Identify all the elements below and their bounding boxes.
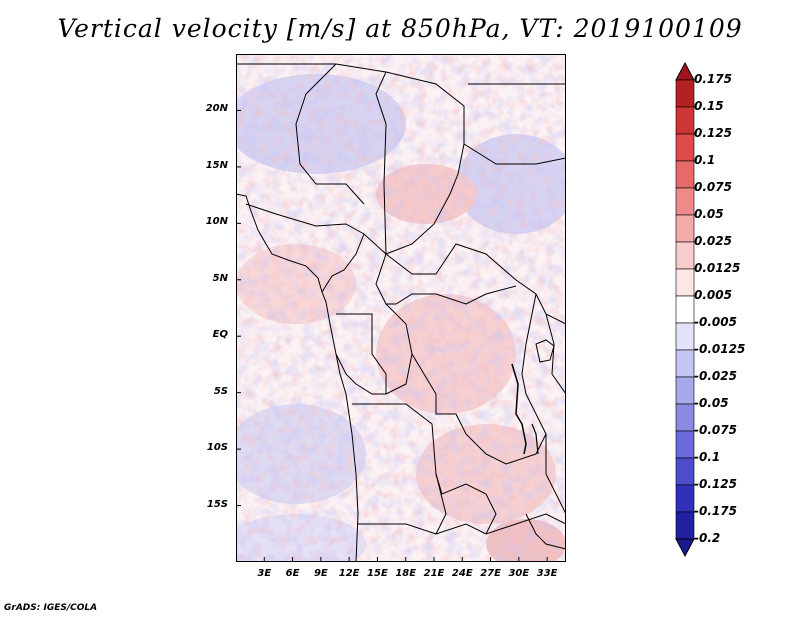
colorbar-segment <box>675 79 695 108</box>
longitude-label: 12E <box>338 568 360 579</box>
velocity-field-map <box>236 54 566 562</box>
latitude-label: 10S <box>206 442 228 454</box>
colorbar-segment <box>675 133 695 162</box>
colorbar-segment <box>675 511 695 540</box>
colorbar-segment <box>675 214 695 243</box>
longitude-label: 9E <box>313 568 328 579</box>
colorbar-segment <box>675 268 695 297</box>
longitude-label: 30E <box>508 568 530 579</box>
colorbar-tick-label: 0.075 <box>694 180 732 194</box>
colorbar-segment <box>675 322 695 351</box>
colorbar-tick-label: 0.05 <box>694 207 724 221</box>
latitude-label: 15S <box>206 498 228 510</box>
colorbar-bottom-arrow <box>675 538 695 557</box>
map-frame <box>236 54 566 562</box>
colorbar-segment <box>675 403 695 432</box>
longitude-label: 15E <box>367 568 388 579</box>
longitude-label: 21E <box>423 568 445 579</box>
colorbar-segment <box>675 430 695 459</box>
colorbar-tick-label: 0.005 <box>694 288 732 302</box>
longitude-label: 3E <box>257 568 272 579</box>
colorbar-tick-label: -0.125 <box>694 477 737 491</box>
map-title: Vertical velocity [m/s] at 850hPa, VT: 2… <box>57 14 743 43</box>
colorbar-segment <box>675 295 695 324</box>
colorbar-tick-label: 0.025 <box>694 234 732 248</box>
latitude-tick-marks <box>236 109 241 507</box>
country-borders <box>236 63 566 562</box>
colorbar-tick-label: -0.0125 <box>694 342 746 356</box>
colorbar-tick-label: 0.125 <box>694 126 732 140</box>
map-panel <box>236 54 566 562</box>
latitude-label: 10N <box>205 216 228 228</box>
colorbar-tick-label: 0.0125 <box>694 261 741 275</box>
longitude-label: 18E <box>395 568 417 579</box>
latitude-label: 20N <box>205 103 228 115</box>
colorbar-segment <box>675 376 695 405</box>
longitude-tick-marks <box>263 557 548 562</box>
colorbar-segment <box>675 349 695 378</box>
longitude-label: 6E <box>285 568 300 579</box>
software-credit: GrADS: IGES/COLA <box>4 603 98 613</box>
longitude-label: 24E <box>451 568 473 579</box>
colorbar-segment <box>675 484 695 513</box>
colorbar-tick-label: -0.175 <box>694 504 737 518</box>
colorbar-top-arrow <box>675 62 695 81</box>
latitude-label: 5S <box>213 385 228 397</box>
latitude-label: 15N <box>205 159 228 171</box>
longitude-label: 27E <box>480 568 501 579</box>
colorbar-tick-label: 0.15 <box>694 99 724 113</box>
colorbar-tick-label: -0.025 <box>694 369 737 383</box>
colorbar-segment <box>675 241 695 270</box>
colorbar-segment <box>675 106 695 135</box>
colorbar-tick-label: 0.1 <box>694 153 716 167</box>
longitude-label: 33E <box>536 568 558 579</box>
red-noise-layer <box>236 54 566 562</box>
colorbar-segment <box>675 160 695 189</box>
colorbar <box>675 62 695 557</box>
latitude-label: 5N <box>212 272 228 284</box>
colorbar-tick-label: -0.075 <box>694 423 737 437</box>
colorbar-tick-label: -0.005 <box>694 315 737 329</box>
latitude-label: EQ <box>212 329 228 341</box>
colorbar-tick-label: -0.1 <box>694 450 721 464</box>
colorbar-segment <box>675 457 695 486</box>
colorbar-tick-label: -0.2 <box>694 531 721 545</box>
colorbar-tick-label: -0.05 <box>694 396 729 410</box>
colorbar-tick-label: 0.175 <box>694 72 732 86</box>
colorbar-segment <box>675 187 695 216</box>
